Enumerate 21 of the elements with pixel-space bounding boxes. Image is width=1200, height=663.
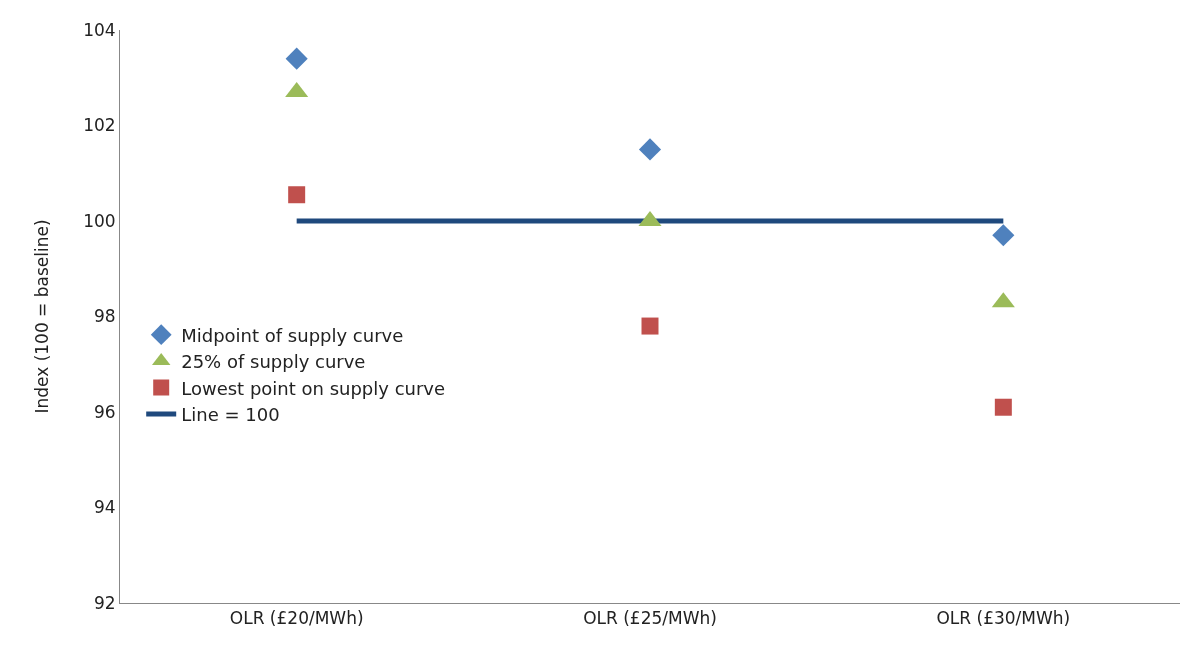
y-tick-label: 102 bbox=[83, 115, 116, 136]
point bbox=[288, 186, 306, 204]
y-tick-label: 96 bbox=[93, 401, 116, 422]
point bbox=[638, 138, 662, 161]
y-tick-label: 92 bbox=[93, 592, 116, 613]
point bbox=[285, 47, 308, 70]
y-axis-title: Index (100 = baseline) bbox=[31, 219, 52, 414]
point bbox=[994, 398, 1012, 416]
x-tick-label: OLR (£30/MWh) bbox=[936, 608, 1071, 629]
legend-label: Midpoint of supply curve bbox=[181, 324, 404, 346]
legend-label: Line = 100 bbox=[181, 403, 280, 425]
x-tick-label: OLR (£25/MWh) bbox=[583, 608, 717, 629]
point bbox=[992, 224, 1015, 247]
x-tick-label: OLR (£20/MWh) bbox=[229, 608, 364, 629]
point bbox=[641, 317, 659, 335]
y-tick-label: 98 bbox=[93, 306, 116, 327]
y-tick-label: 100 bbox=[83, 210, 116, 231]
y-tick-label: 104 bbox=[83, 19, 116, 40]
legend-label: Lowest point on supply curve bbox=[181, 377, 446, 399]
y-tick-label: 94 bbox=[93, 497, 116, 518]
legend-label: 25% of supply curve bbox=[181, 351, 366, 373]
